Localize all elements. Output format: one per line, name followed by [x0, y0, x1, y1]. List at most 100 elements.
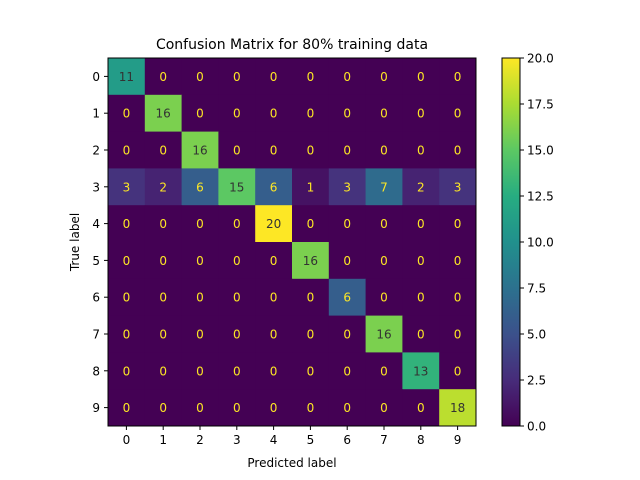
cell-value-label: 0: [417, 70, 425, 84]
cell-value-label: 0: [196, 70, 204, 84]
cell-value-label: 0: [343, 144, 351, 158]
colorbar-tick-label: 5.0: [527, 328, 546, 342]
y-tick-label: 4: [92, 217, 100, 231]
heatmap-cell: [181, 389, 219, 427]
heatmap-cell: [181, 315, 219, 353]
heatmap-cell: [108, 315, 146, 353]
cell-value-label: 7: [380, 180, 388, 194]
y-tick-label: 2: [92, 144, 100, 158]
cell-value-label: 0: [233, 328, 241, 342]
heatmap-cell: [108, 389, 146, 427]
cell-value-label: 0: [454, 144, 462, 158]
heatmap-cell: [365, 131, 403, 169]
heatmap-cell: [218, 278, 256, 317]
colorbar-ticks: 0.0 2.5 5.0 7.5 10.0 12.5 15.0 17.5 20.0: [520, 52, 554, 434]
cell-value-label: 0: [233, 70, 241, 84]
heatmap-cell: [292, 278, 330, 317]
heatmap-cell: [292, 94, 330, 133]
heatmap-cell: [292, 242, 330, 280]
cell-value-label: 11: [119, 70, 134, 84]
heatmap-cell: [144, 58, 183, 96]
heatmap-cell: [255, 389, 293, 427]
cell-value-label: 16: [303, 254, 318, 268]
heatmap-cell: [218, 205, 256, 243]
heatmap-cell: [218, 58, 256, 96]
cell-value-label: 0: [270, 328, 278, 342]
cell-value-label: 0: [270, 401, 278, 415]
heatmap-cell: [292, 131, 330, 169]
heatmap-cell: [328, 389, 367, 427]
heatmap-cell: [144, 278, 183, 317]
cell-value-label: 0: [123, 364, 131, 378]
heatmap-cell: [328, 242, 367, 280]
heatmap-cell: [181, 352, 219, 390]
x-tick-label: 6: [343, 433, 351, 447]
y-tick-label: 8: [92, 364, 100, 378]
heatmap-cell: [144, 94, 183, 133]
y-tick-label: 5: [92, 254, 100, 268]
cell-value-label: 0: [123, 217, 131, 231]
heatmap-cell: [365, 94, 403, 133]
heatmap-cell: [181, 168, 219, 206]
cell-value-label: 0: [307, 328, 315, 342]
heatmap-cell: [108, 352, 146, 390]
heatmap-cell: [218, 352, 256, 390]
heatmap-cell: [218, 315, 256, 353]
cell-value-label: 0: [233, 364, 241, 378]
cell-value-label: 0: [270, 107, 278, 121]
heatmap-cell: [328, 94, 367, 133]
heatmap-cell: [402, 389, 440, 427]
colorbar: [501, 57, 521, 427]
cell-value-label: 0: [307, 364, 315, 378]
heatmap-cell: [328, 168, 367, 206]
cell-value-label: 0: [270, 144, 278, 158]
heatmap-cell: [255, 278, 293, 317]
heatmap-cell: [439, 58, 477, 96]
cell-value-label: 3: [123, 180, 131, 194]
cell-value-label: 0: [454, 328, 462, 342]
heatmap-cell: [292, 58, 330, 96]
cell-value-label: 0: [307, 107, 315, 121]
cell-value-label: 0: [343, 328, 351, 342]
cell-value-label: 0: [343, 217, 351, 231]
colorbar-tick-label: 10.0: [527, 236, 554, 250]
cell-value-label: 0: [196, 328, 204, 342]
heatmap-cell: [365, 352, 403, 390]
heatmap-cell: [365, 242, 403, 280]
heatmap-cell: [365, 168, 403, 206]
heatmap-cell: [144, 352, 183, 390]
cell-value-label: 20: [266, 217, 281, 231]
y-axis-ticks: 0 1 2 3 4 5 6 7 8 9: [92, 70, 108, 415]
heatmap-cell: [328, 315, 367, 353]
cell-value-label: 0: [417, 144, 425, 158]
cell-value-label: 6: [270, 180, 278, 194]
y-tick-label: 9: [92, 401, 100, 415]
cell-value-label: 0: [196, 107, 204, 121]
heatmap-cell: [402, 352, 440, 390]
heatmap-cell: [439, 94, 477, 133]
cell-value-label: 0: [417, 107, 425, 121]
cell-value-label: 0: [159, 217, 167, 231]
cell-value-label: 0: [343, 107, 351, 121]
cell-value-label: 3: [343, 180, 351, 194]
cell-value-label: 0: [417, 328, 425, 342]
heatmap-cell: [181, 205, 219, 243]
cell-value-label: 0: [270, 70, 278, 84]
cell-value-label: 0: [307, 291, 315, 305]
cell-value-label: 0: [270, 254, 278, 268]
heatmap-cell: [439, 315, 477, 353]
x-tick-label: 5: [307, 433, 315, 447]
heatmap-cell: [218, 242, 256, 280]
cell-value-label: 0: [233, 217, 241, 231]
cell-value-label: 0: [417, 401, 425, 415]
cell-value-label: 0: [233, 107, 241, 121]
heatmap-cell: [402, 131, 440, 169]
x-tick-label: 9: [454, 433, 462, 447]
heatmap-cell: [402, 58, 440, 96]
heatmap-cell: [439, 352, 477, 390]
x-tick-label: 1: [159, 433, 167, 447]
heatmap-cell: [144, 389, 183, 427]
heatmap-cell: [108, 58, 146, 96]
cell-value-label: 2: [417, 180, 425, 194]
